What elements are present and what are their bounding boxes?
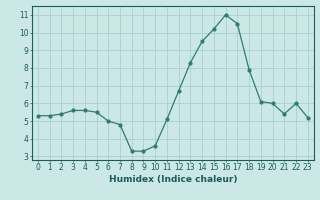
X-axis label: Humidex (Indice chaleur): Humidex (Indice chaleur) xyxy=(108,175,237,184)
